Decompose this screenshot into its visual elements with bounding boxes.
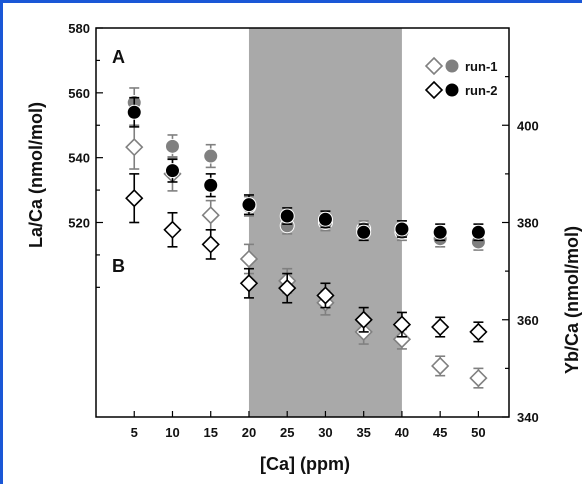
y-axis-left-label: La/Ca (nmol/mol) [26,102,46,248]
data-point-run-2 [241,197,257,213]
panel-label-a: A [112,47,125,67]
data-point-run-2 [278,279,297,298]
data-point-run-1 [431,356,450,376]
data-point-run-2 [354,310,373,329]
data-point-run-2 [125,189,144,208]
y-right-tick-label: 360 [517,313,539,328]
data-point-run-2 [470,224,486,240]
x-tick-label: 10 [165,425,179,440]
data-point-run-2 [203,177,219,193]
x-tick-label: 30 [318,425,332,440]
data-point-run-2 [469,322,488,342]
legend-marker-run-1-diamond [424,56,444,76]
y-right-tick-label: 400 [517,118,539,133]
data-point-run-2 [126,104,142,120]
x-tick-label: 40 [395,425,409,440]
data-point-run-1 [203,148,219,164]
legend-marker-run-2-circle [444,82,460,98]
data-point-run-2 [316,286,335,305]
y-left-tick-label: 540 [68,151,90,166]
marks-layer [125,87,488,389]
data-point-run-2 [431,317,450,337]
y-left-tick-label: 520 [68,216,90,231]
x-axis-label: [Ca] (ppm) [260,454,350,474]
y-right-tick-label: 340 [517,410,539,425]
legend: run-1 run-2 [424,56,498,100]
x-tick-label: 25 [280,425,294,440]
y-left-tick-label: 560 [68,86,90,101]
data-point-run-1 [164,138,180,154]
data-point-run-2 [356,224,372,240]
legend-marker-run-2-diamond [424,80,444,100]
data-point-run-2 [163,220,182,239]
data-point-run-1 [239,249,259,269]
data-point-run-2 [239,274,259,293]
data-point-run-2 [392,315,412,334]
legend-marker-run-1-circle [444,58,460,74]
data-point-run-2 [279,208,295,224]
x-tick-label: 45 [433,425,447,440]
x-tick-label: 15 [203,425,217,440]
data-point-run-2 [394,221,410,237]
data-point-run-2 [432,224,448,240]
series-run-2-diamond [125,173,488,343]
data-point-run-1 [125,137,144,157]
legend-label-run-1: run-1 [465,59,498,74]
data-point-run-2 [164,163,180,179]
data-point-run-2 [317,211,333,227]
y-right-tick-label: 380 [517,216,539,231]
data-point-run-1 [392,330,412,349]
y-left-tick-label: 580 [68,21,90,36]
data-point-run-1 [201,206,220,225]
legend-label-run-2: run-2 [465,83,498,98]
panel-label-b: B [112,256,125,276]
series-run-2-circle [126,96,486,242]
x-tick-label: 20 [242,425,256,440]
x-tick-label: 5 [131,425,138,440]
axes-layer: 5 10 15 20 25 30 35 40 45 50 580 560 540 520 400 380 360… [68,21,538,440]
x-tick-label: 35 [356,425,370,440]
x-tick-label: 50 [471,425,485,440]
y-axis-right-label: Yb/Ca (nmol/mol) [562,226,582,374]
data-point-run-1 [469,368,488,388]
data-point-run-2 [201,235,220,254]
